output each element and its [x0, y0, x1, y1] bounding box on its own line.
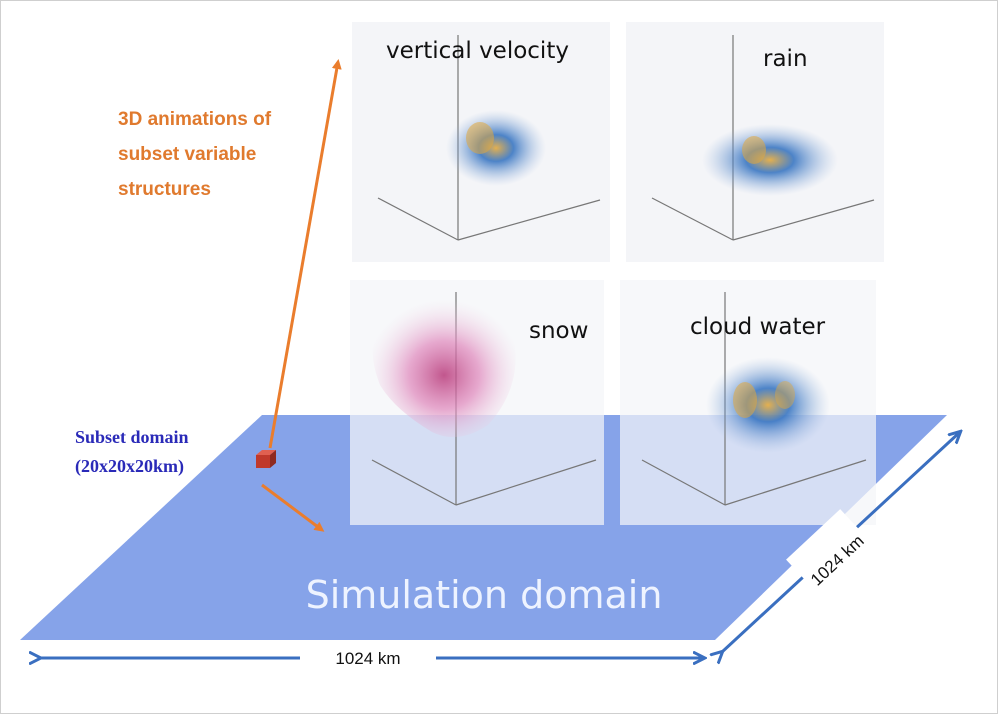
animation-caption-line-3: structures [118, 179, 211, 200]
panel-rain: rain [626, 22, 884, 262]
orange-arrow-down [261, 483, 325, 532]
panel-vertical-velocity: vertical velocity [352, 22, 610, 262]
orange-arrow-up [268, 59, 342, 449]
animation-caption-line-1: 3D animations of [118, 109, 272, 130]
panel-title-rain: rain [763, 46, 808, 72]
width-label: 1024 km [335, 649, 400, 668]
panel-cloud-water: cloud water [620, 280, 876, 525]
simulation-domain-label: Simulation domain [306, 573, 663, 617]
subset-caption-line-1: Subset domain [75, 427, 189, 447]
panel-title-vertical-velocity: vertical velocity [386, 38, 569, 64]
panel-title-cloud-water: cloud water [690, 314, 826, 340]
subset-cube-icon [256, 450, 276, 468]
panel-title-snow: snow [529, 318, 588, 344]
animation-caption-line-2: subset variable [118, 144, 256, 165]
subset-caption-line-2: (20x20x20km) [75, 456, 184, 477]
panel-snow: snow [350, 280, 604, 525]
